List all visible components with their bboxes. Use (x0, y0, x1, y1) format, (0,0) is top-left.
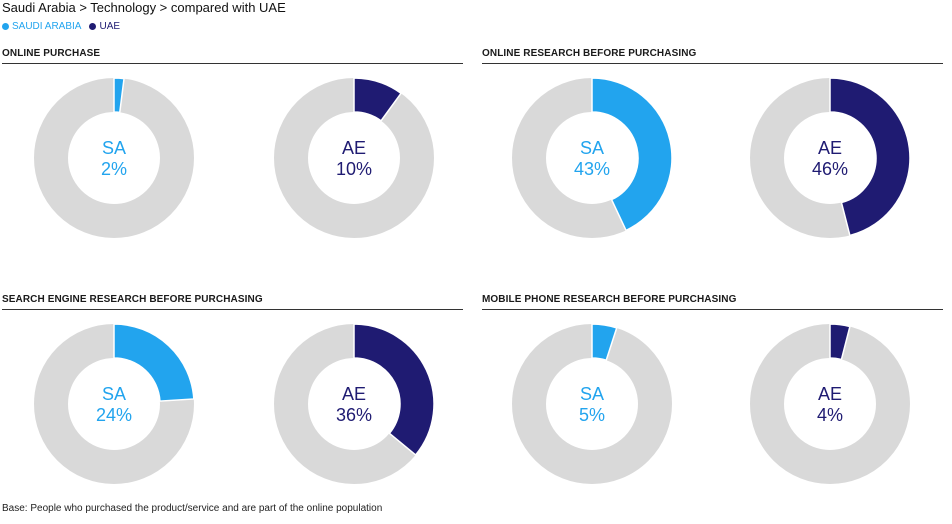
donut-track (274, 78, 434, 238)
donut-segment-ae (829, 323, 851, 361)
legend: SAUDI ARABIA UAE (2, 21, 128, 32)
divider (482, 63, 943, 64)
page-title: Saudi Arabia > Technology > compared wit… (2, 0, 286, 15)
donut-code-label: AE (342, 384, 366, 404)
donut-code-label: SA (102, 384, 126, 404)
donut-value-label: 43% (574, 159, 610, 179)
donut-sa: SA 2% (33, 77, 195, 239)
donut-sa: SA 43% (511, 77, 673, 239)
donut-segment-ae (829, 77, 911, 237)
donut-segment-ae (353, 77, 403, 122)
donut-value-label: 24% (96, 405, 132, 425)
donut-segment-sa (113, 323, 195, 402)
legend-label-saudi-arabia: SAUDI ARABIA (12, 21, 82, 32)
donut-code-label: AE (342, 138, 366, 158)
legend-label-uae: UAE (99, 21, 121, 32)
donut-ae: AE 4% (749, 323, 911, 485)
donut-svg: SA2% (34, 77, 194, 238)
donut-ae: AE 46% (749, 77, 911, 239)
divider (482, 309, 943, 310)
divider (2, 63, 463, 64)
legend-swatch-saudi-arabia (2, 23, 9, 30)
donut-segment-sa (591, 323, 618, 362)
donut-sa: SA 24% (33, 323, 195, 485)
panel-search-engine-research: SEARCH ENGINE RESEARCH BEFORE PURCHASING… (2, 294, 463, 524)
donut-value-label: 5% (579, 405, 605, 425)
donut-ae: AE 36% (273, 323, 435, 485)
donut-segment-ae (353, 323, 435, 457)
donut-code-label: AE (818, 138, 842, 158)
divider (2, 309, 463, 310)
donut-value-label: 4% (817, 405, 843, 425)
donut-code-label: SA (580, 384, 604, 404)
footnote: Base: People who purchased the product/s… (2, 503, 383, 514)
donut-track (750, 324, 910, 484)
panel-title: ONLINE RESEARCH BEFORE PURCHASING (482, 48, 697, 59)
legend-item-saudi-arabia: SAUDI ARABIA (2, 21, 81, 32)
panel-online-purchase: ONLINE PURCHASE SA 2% AE 10% (2, 48, 463, 288)
panel-mobile-phone-research: MOBILE PHONE RESEARCH BEFORE PURCHASING … (482, 294, 943, 524)
donut-track (34, 78, 194, 238)
donut-value-label: 2% (101, 159, 127, 179)
panel-title: ONLINE PURCHASE (2, 48, 101, 59)
legend-swatch-uae (89, 23, 97, 30)
donut-code-label: SA (102, 138, 126, 158)
donut-sa: SA 5% (511, 323, 673, 485)
panel-title: MOBILE PHONE RESEARCH BEFORE PURCHASING (482, 294, 737, 305)
donut-segment-sa (591, 77, 673, 232)
donut-svg: SA5% (512, 323, 672, 484)
donut-code-label: SA (580, 138, 604, 158)
legend-item-uae: UAE (89, 21, 120, 32)
donut-value-label: 46% (812, 159, 848, 179)
donut-svg: AE4% (750, 323, 910, 484)
donut-ae: AE 10% (273, 77, 435, 239)
donut-code-label: AE (818, 384, 842, 404)
panel-online-research: ONLINE RESEARCH BEFORE PURCHASING SA 43% … (482, 48, 943, 288)
donut-segment-sa (113, 77, 125, 114)
donut-value-label: 36% (336, 405, 372, 425)
donut-value-label: 10% (336, 159, 372, 179)
panel-title: SEARCH ENGINE RESEARCH BEFORE PURCHASING (2, 294, 263, 305)
donut-track (512, 324, 672, 484)
